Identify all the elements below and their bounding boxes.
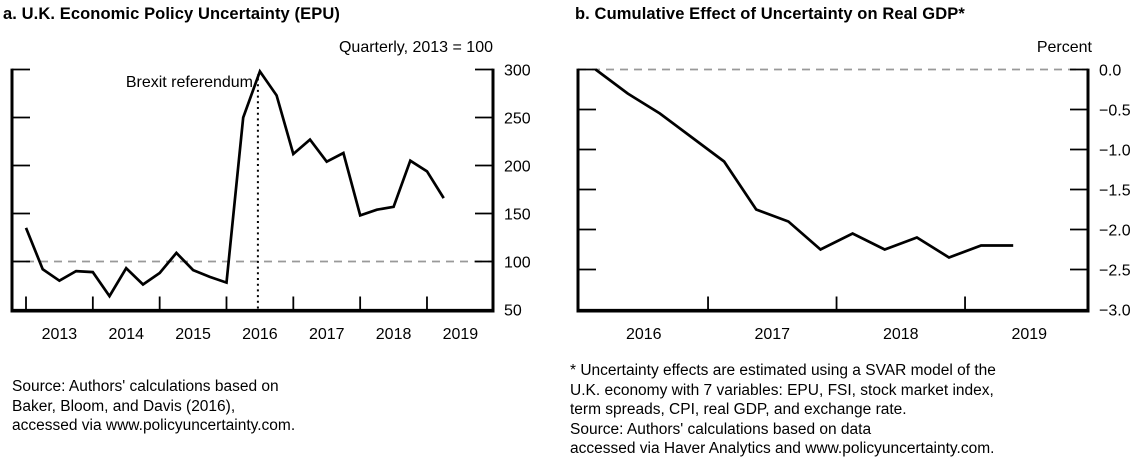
- footnote-line: * Uncertainty effects are estimated usin…: [570, 362, 996, 379]
- y-tick-label: −3.0: [1099, 302, 1131, 319]
- panel-a-source: Source: Authors' calculations based on B…: [12, 377, 295, 436]
- x-tick-label: 2017: [309, 326, 345, 343]
- gdp-series-line: [594, 68, 1014, 259]
- source-line: accessed via www.policyuncertainty.com.: [12, 417, 296, 434]
- brexit-referendum-annotation: Brexit referendum: [125, 74, 253, 91]
- x-tick-label: 2017: [754, 326, 790, 343]
- x-tick-label: 2018: [883, 326, 919, 343]
- x-tick-label: 2019: [443, 326, 479, 343]
- epu-x-axis-ticks: 2013 2014 2015 2016 2017 2018 2019: [25, 296, 479, 343]
- x-tick-label: 2016: [626, 326, 662, 343]
- y-tick-label: 200: [504, 158, 531, 175]
- epu-y-axis-ticks: 300 250 200 150 100 50: [12, 62, 531, 319]
- y-tick-label: 300: [504, 62, 531, 79]
- y-tick-label: −1.0: [1099, 142, 1131, 159]
- x-tick-label: 2016: [242, 326, 278, 343]
- footnote-line: term spreads, CPI, real GDP, and exchang…: [570, 401, 907, 418]
- y-tick-label: 50: [504, 302, 522, 319]
- panel-b-title: b. Cumulative Effect of Uncertainty on R…: [575, 5, 965, 23]
- y-tick-label: −0.5: [1099, 102, 1131, 119]
- panel-a-units-label: Quarterly, 2013 = 100: [338, 39, 493, 56]
- source-line: Baker, Bloom, and Davis (2016),: [12, 397, 236, 415]
- gdp-y-axis-ticks: 0.0 −0.5 −1.0 −1.5 −2.0 −2.5 −3.0: [578, 62, 1131, 319]
- y-tick-label: 0.0: [1099, 62, 1121, 79]
- panel-b-footnote: * Uncertainty effects are estimated usin…: [570, 361, 996, 458]
- panel-b-units-label: Percent: [1036, 39, 1092, 56]
- footnote-line: Source: Authors' calculations based on d…: [570, 420, 872, 438]
- x-tick-label: 2019: [1011, 326, 1047, 343]
- y-tick-label: 100: [504, 254, 531, 271]
- x-tick-label: 2018: [376, 326, 412, 343]
- gdp-x-axis-ticks: 2016 2017 2018 2019: [626, 296, 1047, 343]
- panel-a-title: a. U.K. Economic Policy Uncertainty (EPU…: [3, 5, 340, 23]
- y-tick-label: 150: [504, 206, 531, 223]
- y-tick-label: 250: [504, 110, 531, 127]
- epu-series-line: [24, 68, 445, 299]
- source-line: Source: Authors' calculations based on: [12, 378, 279, 395]
- x-tick-label: 2013: [42, 326, 78, 343]
- x-tick-label: 2015: [175, 326, 211, 343]
- y-tick-label: −2.5: [1099, 262, 1131, 279]
- y-tick-label: −1.5: [1099, 182, 1131, 199]
- footnote-line: U.K. economy with 7 variables: EPU, FSI,…: [570, 381, 994, 399]
- footnote-line: accessed via Haver Analytics and www.pol…: [570, 440, 995, 457]
- y-tick-label: −2.0: [1099, 222, 1131, 239]
- x-tick-label: 2014: [108, 326, 144, 343]
